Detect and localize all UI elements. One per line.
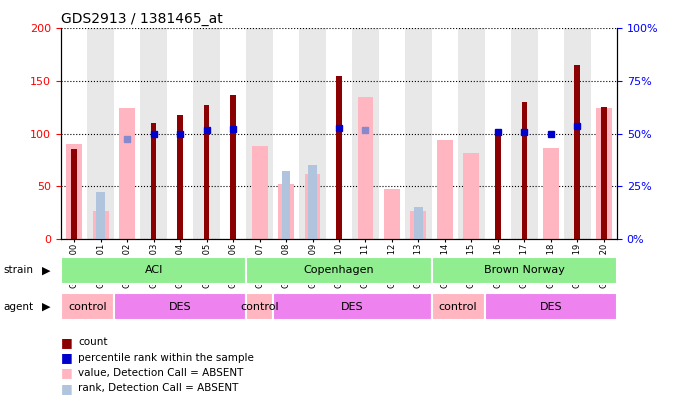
Bar (114, 293, 246, 320)
Bar (357, 97, 374, 239)
Bar (167, 28, 193, 239)
Text: GDS2913 / 1381465_at: GDS2913 / 1381465_at (61, 12, 223, 26)
Bar (114, 28, 140, 239)
Bar (564, 28, 591, 239)
Bar (485, 293, 617, 320)
Text: control: control (240, 302, 279, 312)
Bar (119, 109, 135, 239)
Text: value, Detection Call = ABSENT: value, Detection Call = ABSENT (78, 368, 243, 378)
Bar (220, 28, 246, 239)
Bar (61, 257, 246, 284)
Bar (596, 109, 612, 239)
Bar (432, 28, 458, 239)
Bar (151, 123, 157, 239)
Bar (485, 28, 511, 239)
Bar (178, 115, 183, 239)
Bar (246, 257, 432, 284)
Bar (538, 28, 564, 239)
Text: DES: DES (341, 302, 363, 312)
Text: control: control (68, 302, 107, 312)
Text: ■: ■ (61, 336, 77, 349)
Text: DES: DES (169, 302, 191, 312)
Text: ACI: ACI (144, 265, 163, 275)
Text: agent: agent (3, 302, 33, 312)
Text: count: count (78, 337, 108, 347)
Bar (384, 190, 400, 239)
Bar (61, 28, 87, 239)
Bar (304, 174, 321, 239)
Bar (601, 107, 607, 239)
Bar (299, 28, 325, 239)
Bar (405, 28, 432, 239)
Bar (281, 171, 290, 239)
Text: Copenhagen: Copenhagen (304, 265, 374, 275)
Bar (543, 148, 559, 239)
Bar (252, 146, 268, 239)
Bar (204, 105, 210, 239)
Text: ▶: ▶ (42, 302, 51, 312)
Bar (495, 130, 500, 239)
Bar (273, 28, 299, 239)
Bar (246, 293, 273, 320)
Bar (511, 28, 538, 239)
Bar (336, 76, 342, 239)
Bar (96, 192, 105, 239)
Bar (66, 144, 82, 239)
Bar (432, 293, 485, 320)
Bar (464, 153, 479, 239)
Text: ■: ■ (61, 351, 77, 364)
Bar (353, 28, 379, 239)
Text: ■: ■ (61, 367, 77, 379)
Bar (521, 102, 527, 239)
Bar (414, 207, 423, 239)
Bar (458, 28, 485, 239)
Bar (379, 28, 405, 239)
Text: ■: ■ (61, 382, 77, 395)
Text: ▶: ▶ (42, 265, 51, 275)
Bar (231, 95, 236, 239)
Bar (246, 28, 273, 239)
Bar (93, 211, 108, 239)
Text: percentile rank within the sample: percentile rank within the sample (78, 353, 254, 362)
Bar (574, 65, 580, 239)
Bar (591, 28, 617, 239)
Bar (432, 257, 617, 284)
Text: strain: strain (3, 265, 33, 275)
Text: control: control (439, 302, 477, 312)
Text: DES: DES (540, 302, 562, 312)
Bar (308, 165, 317, 239)
Bar (437, 140, 453, 239)
Bar (325, 28, 353, 239)
Bar (193, 28, 220, 239)
Bar (140, 28, 167, 239)
Bar (410, 211, 426, 239)
Bar (273, 293, 432, 320)
Bar (278, 184, 294, 239)
Bar (61, 293, 114, 320)
Bar (87, 28, 114, 239)
Text: rank, Detection Call = ABSENT: rank, Detection Call = ABSENT (78, 384, 239, 393)
Text: Brown Norway: Brown Norway (484, 265, 565, 275)
Bar (71, 149, 77, 239)
